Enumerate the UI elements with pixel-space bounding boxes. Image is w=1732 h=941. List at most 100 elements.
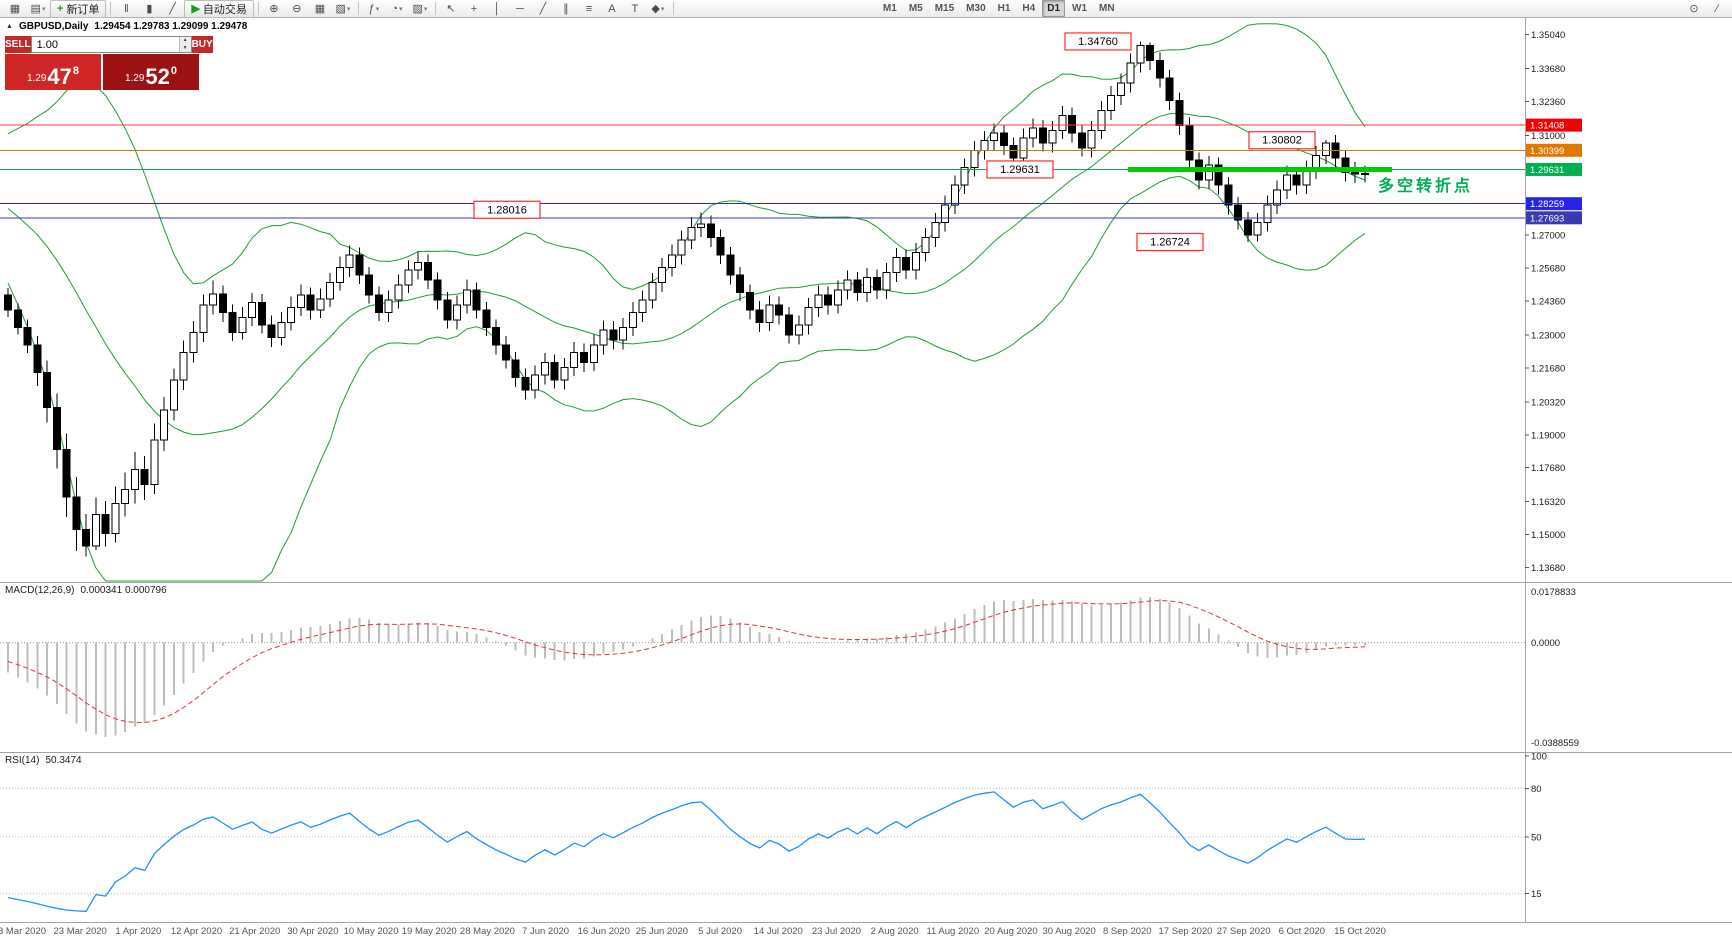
vertical-line-icon[interactable]: │ [493, 2, 501, 15]
buy-caption[interactable]: BUY [191, 36, 213, 53]
candle [345, 254, 354, 269]
candle [355, 254, 364, 276]
lot-decrease-button[interactable]: ▼ [179, 44, 191, 52]
main-toolbar: ▦ ▤ ▾ + 新订单 ‖ ▮ ╱ ▶ 自动交易 ⊕ ⊖ ▦ ▧ ▾ ƒ ▾ ◔ ▾ ▨ ▾ ↖ + │ ─ ╱ ∥ ≡ A T ◆ ▾ M1 M… [0, 0, 1732, 18]
candle [248, 301, 257, 318]
one-click-collapse-icon[interactable]: ▲ [6, 23, 13, 30]
sell-button[interactable]: 1.29 47 8 [5, 54, 101, 90]
tile-windows-icon[interactable]: ▦ [314, 3, 326, 15]
rsi-axis-label: 15 [1531, 889, 1542, 900]
candle [1253, 222, 1262, 236]
date-label: 7 Jun 2020 [522, 926, 569, 937]
date-label: 12 Apr 2020 [171, 926, 222, 937]
lot-spinner: ▲ ▼ [178, 37, 191, 52]
lot-size-input[interactable] [31, 37, 179, 52]
candle [706, 223, 715, 239]
fibonacci-icon[interactable]: ≡ [585, 2, 593, 15]
macd-histogram [7, 597, 1366, 737]
candle [482, 309, 491, 328]
turning-point-annotation[interactable]: 多空转折点 [1378, 178, 1474, 195]
timeframe-h4[interactable]: H4 [1022, 3, 1036, 14]
timeframe-m5[interactable]: M5 [908, 3, 923, 14]
lot-increase-button[interactable]: ▲ [179, 37, 191, 45]
trendline-icon[interactable]: ╱ [539, 3, 547, 15]
quick-edit-icon[interactable]: ∕ [1716, 2, 1718, 15]
candle [687, 227, 696, 241]
timeframe-mn[interactable]: MN [1099, 3, 1115, 14]
candle [980, 139, 989, 151]
candle [296, 294, 305, 308]
macd-signal-line [7, 600, 1366, 724]
new-chart-icon[interactable]: ▧ ▾ [335, 3, 351, 15]
candle [1038, 127, 1047, 144]
timeframe-w1[interactable]: W1 [1072, 3, 1088, 14]
bar-chart-icon[interactable]: ‖ [124, 2, 129, 15]
date-label: 15 Oct 2020 [1334, 926, 1386, 937]
candle [267, 324, 276, 338]
price-label-box[interactable] [1136, 232, 1204, 252]
price-tag [1526, 162, 1582, 176]
candle [257, 301, 266, 326]
search-icon[interactable]: ⊙ [1689, 3, 1699, 15]
candlestick-chart-icon[interactable]: ▮ [146, 3, 153, 15]
candle [1243, 219, 1252, 236]
candle [697, 223, 706, 229]
price-label-box[interactable] [473, 200, 541, 219]
price-label-box[interactable] [986, 160, 1054, 179]
timeframe-m1[interactable]: M1 [882, 3, 897, 14]
autotrading-button[interactable]: ▶ 自动交易 [184, 0, 254, 18]
date-label: 20 Aug 2020 [984, 926, 1037, 937]
zoom-out-icon[interactable]: ⊖ [292, 3, 302, 15]
periods-icon[interactable]: ◔ ▾ [391, 2, 403, 15]
price-tag-text: 1.30399 [1530, 146, 1564, 157]
cursor-icon[interactable]: ↖ [446, 3, 456, 15]
candle [999, 132, 1008, 146]
sell-price-point: 8 [72, 65, 80, 77]
chart-symbol-period: GBPUSD,Daily [18, 21, 89, 32]
date-label: 11 Aug 2020 [926, 926, 979, 937]
candle [169, 379, 178, 411]
timeframe-m30[interactable]: M30 [966, 3, 986, 14]
arrows-icon[interactable]: ◆ ▾ [651, 3, 665, 15]
price-axis-label: 1.21680 [1531, 363, 1565, 374]
candle [4, 294, 12, 311]
date-label: 19 May 2020 [402, 926, 457, 937]
timeframe-h1[interactable]: H1 [997, 3, 1011, 14]
rsi-value: 50.3474 [45, 755, 82, 766]
sell-price-pips: 47 [47, 64, 72, 89]
new-order-button[interactable]: + 新订单 [50, 0, 107, 18]
charts-grid-icon[interactable]: ▦ [9, 3, 21, 15]
candle [804, 306, 813, 326]
indicators-icon[interactable]: ƒ ▾ [368, 2, 380, 15]
price-label-box[interactable] [1248, 131, 1316, 150]
candle [1107, 94, 1116, 111]
templates-icon[interactable]: ▨ ▾ [412, 3, 428, 15]
candle [384, 299, 393, 313]
price-label-box[interactable] [1064, 32, 1132, 51]
macd-name: MACD(12,26,9) [5, 585, 75, 596]
text-label-icon[interactable]: T [631, 2, 639, 15]
buy-button[interactable]: 1.29 52 0 [103, 54, 199, 90]
sell-caption[interactable]: SELL [5, 36, 31, 53]
candle [1204, 164, 1213, 181]
horizontal-line-icon[interactable]: ─ [516, 2, 524, 15]
candle [1165, 77, 1174, 101]
timeframe-m15[interactable]: M15 [934, 3, 955, 14]
autotrading-button-label: 自动交易 [202, 3, 247, 16]
candle [238, 316, 247, 333]
date-label: 8 Sep 2020 [1103, 926, 1152, 937]
profiles-icon[interactable]: ▤ ▾ [30, 3, 46, 15]
candle [736, 274, 745, 294]
candle [658, 267, 667, 284]
candles-layer [4, 41, 1369, 557]
macd-axis-label: -0.0388559 [1531, 738, 1579, 749]
line-chart-icon[interactable]: ╱ [169, 3, 176, 15]
macd-values: 0.000341 0.000796 [80, 585, 167, 596]
equidistant-channel-icon[interactable]: ∥ [563, 3, 569, 15]
crosshair-icon[interactable]: + [470, 2, 478, 15]
zoom-in-icon[interactable]: ⊕ [269, 3, 279, 15]
text-icon[interactable]: A [608, 2, 616, 15]
timeframe-d1[interactable]: D1 [1042, 0, 1066, 17]
candle [52, 406, 61, 451]
date-label: 14 Jul 2020 [754, 926, 803, 937]
